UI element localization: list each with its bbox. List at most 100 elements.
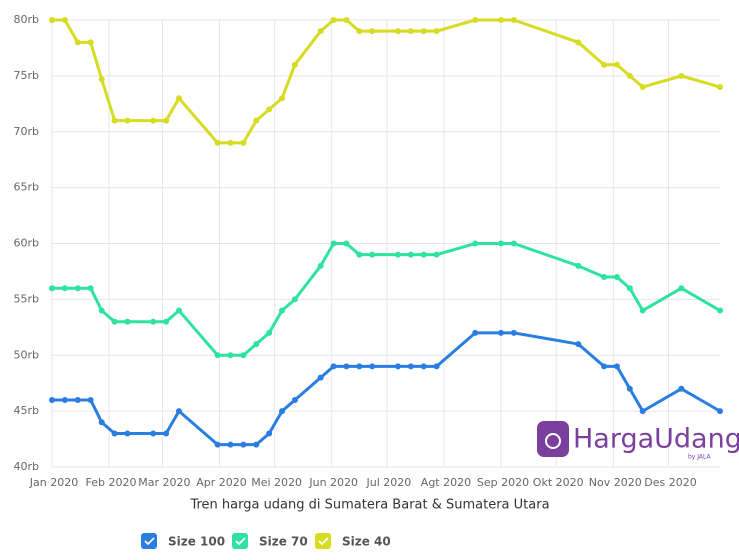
data-point [163, 117, 170, 124]
data-point [111, 430, 118, 437]
data-point [626, 285, 633, 292]
data-point [717, 408, 723, 415]
y-tick-label: 45rb [13, 404, 39, 417]
data-point [613, 363, 620, 370]
data-point [369, 28, 376, 35]
data-point [317, 262, 324, 269]
x-tick-label: Feb 2020 [86, 476, 137, 489]
data-point [227, 139, 234, 146]
data-point [163, 430, 170, 437]
legend-check [144, 537, 155, 546]
data-point [87, 396, 94, 403]
watermark: HargaUdang by JALA [537, 421, 739, 461]
data-point [240, 352, 247, 359]
x-tick-label: Jun 2020 [308, 476, 358, 489]
data-point [678, 72, 685, 79]
plot: 40rb 45rb 50rb 55rb 60rb 65rb 70rb 75rb 80rb Jan … [13, 13, 723, 489]
data-point [472, 240, 479, 247]
data-point [98, 307, 105, 314]
y-tick-label: 80rb [13, 13, 39, 26]
x-tick-label: Jan 2020 [29, 476, 78, 489]
data-point [678, 285, 685, 292]
data-point [253, 117, 260, 124]
data-point [124, 117, 131, 124]
legend-item[interactable]: Size 40 [315, 533, 391, 549]
data-point [279, 408, 286, 415]
data-point [356, 28, 363, 35]
data-point [356, 363, 363, 370]
y-tick-label: 40rb [13, 460, 39, 473]
legend-item[interactable]: Size 70 [232, 533, 308, 549]
data-point [613, 61, 620, 68]
data-point [61, 285, 68, 292]
data-point [175, 307, 182, 314]
legend-check [318, 537, 329, 546]
x-tick-label: Sep 2020 [477, 476, 529, 489]
data-point [111, 117, 118, 124]
legend-checkbox [315, 533, 331, 549]
data-point [407, 251, 414, 258]
data-point [330, 17, 337, 23]
data-point [49, 396, 55, 403]
data-point [214, 441, 221, 448]
data-point [150, 430, 157, 437]
data-point [61, 17, 68, 23]
y-tick-label: 50rb [13, 348, 39, 361]
data-point [472, 329, 479, 336]
data-point [433, 28, 440, 35]
data-point [678, 385, 685, 392]
data-point [124, 430, 131, 437]
legend-check [235, 537, 246, 546]
data-point [227, 352, 234, 359]
data-point [266, 430, 273, 437]
data-point [240, 441, 247, 448]
logo-byline: by JALA [688, 454, 712, 461]
data-point [98, 76, 105, 83]
legend-item[interactable]: Size 100 [141, 533, 225, 549]
data-point [394, 28, 401, 35]
data-point [61, 396, 68, 403]
data-point [498, 240, 505, 247]
data-point [49, 17, 55, 23]
data-point [175, 95, 182, 102]
data-point [240, 139, 247, 146]
data-point [498, 329, 505, 336]
data-point [601, 274, 608, 281]
data-point [639, 84, 646, 91]
x-tick-label: Okt 2020 [533, 476, 584, 489]
data-point [575, 341, 582, 348]
y-tick-label: 75rb [13, 69, 39, 82]
data-point [214, 352, 221, 359]
y-tick-label: 70rb [13, 125, 39, 138]
logo-icon-mark [545, 433, 561, 449]
data-point [214, 139, 221, 146]
data-point [150, 318, 157, 325]
data-point [420, 251, 427, 258]
data-point [626, 72, 633, 79]
series-line [52, 18, 721, 145]
y-tick-label: 55rb [13, 292, 39, 305]
data-point [175, 408, 182, 415]
data-point [575, 262, 582, 269]
data-point [87, 39, 94, 46]
data-point [510, 240, 517, 247]
x-tick-label: Agt 2020 [421, 476, 471, 489]
data-point [601, 61, 608, 68]
data-point [74, 285, 81, 292]
data-point [343, 240, 350, 247]
data-point [266, 106, 273, 113]
data-point [98, 419, 105, 426]
data-point [74, 39, 81, 46]
data-point [291, 296, 298, 303]
x-tick-label: Jul 2020 [366, 476, 412, 489]
data-point [510, 329, 517, 336]
data-point [266, 329, 273, 336]
data-point [227, 441, 234, 448]
data-point [74, 396, 81, 403]
data-point [498, 17, 505, 23]
x-tick-label: Des 2020 [644, 476, 696, 489]
x-tick-label: Apr 2020 [196, 476, 247, 489]
data-point [317, 28, 324, 35]
data-point [150, 117, 157, 124]
